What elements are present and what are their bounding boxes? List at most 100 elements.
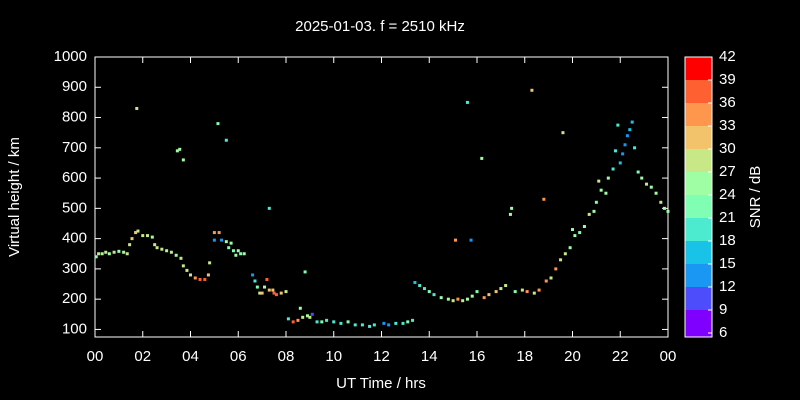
y-tick-label: 500: [62, 199, 87, 216]
data-point: [253, 279, 257, 283]
y-tick-label: 400: [62, 230, 87, 247]
data-point: [310, 312, 314, 316]
data-point: [239, 252, 243, 256]
data-point: [198, 277, 202, 281]
data-point: [413, 281, 417, 285]
data-point: [480, 156, 484, 160]
colorbar-band: [685, 218, 712, 241]
data-point: [267, 288, 271, 292]
x-tick-label: 04: [182, 348, 199, 365]
data-point: [439, 296, 443, 300]
data-point: [604, 191, 608, 195]
colorbar-band: [685, 149, 712, 172]
data-point: [542, 197, 546, 201]
data-point: [666, 209, 670, 213]
y-tick-label: 100: [62, 320, 87, 337]
data-point: [510, 206, 514, 210]
data-point: [465, 297, 469, 301]
data-point: [181, 264, 185, 268]
data-point: [274, 293, 278, 297]
data-point: [255, 285, 259, 289]
data-point: [659, 200, 663, 204]
data-point: [561, 131, 565, 135]
data-point: [298, 306, 302, 310]
data-point: [260, 291, 264, 295]
data-point: [203, 277, 207, 281]
data-point: [251, 273, 255, 277]
colorbar-band: [685, 80, 712, 103]
colorbar-band: [685, 103, 712, 126]
data-point: [494, 290, 498, 294]
data-point: [179, 256, 183, 260]
data-point: [418, 284, 422, 288]
data-point: [411, 318, 415, 322]
data-point: [112, 250, 116, 254]
data-point: [525, 290, 529, 294]
data-point: [242, 252, 246, 256]
data-point: [224, 138, 228, 142]
data-point: [206, 273, 210, 277]
data-point: [100, 252, 104, 256]
data-point: [107, 252, 111, 256]
data-point: [563, 252, 567, 256]
data-point: [628, 128, 632, 132]
x-tick-label: 00: [87, 348, 104, 365]
data-point: [216, 122, 220, 126]
y-tick-label: 800: [62, 109, 87, 126]
data-point: [461, 299, 465, 303]
data-point: [360, 323, 364, 327]
data-point: [578, 231, 582, 235]
data-point: [284, 290, 288, 294]
data-point: [587, 212, 591, 216]
data-point: [315, 320, 319, 324]
colorbar-tick-label: 42: [719, 48, 736, 65]
colorbar-tick-label: 12: [719, 278, 736, 295]
data-point: [618, 161, 622, 165]
data-point: [353, 323, 357, 327]
data-point: [465, 100, 469, 104]
data-point: [153, 243, 157, 247]
data-point: [649, 185, 653, 189]
data-point: [537, 288, 541, 292]
data-point: [258, 291, 262, 295]
data-point: [636, 170, 640, 174]
data-point: [640, 176, 644, 180]
x-tick-label: 02: [134, 348, 151, 365]
data-point: [325, 318, 329, 322]
y-tick-label: 200: [62, 290, 87, 307]
data-point: [613, 149, 617, 153]
data-point: [372, 323, 376, 327]
data-point: [469, 238, 473, 242]
x-tick-label: 20: [564, 348, 581, 365]
data-point: [592, 209, 596, 213]
data-point: [220, 238, 224, 242]
data-point: [559, 258, 563, 262]
data-point: [227, 246, 231, 250]
colorbar-tick-label: 6: [719, 324, 727, 341]
data-point: [272, 291, 276, 295]
data-point: [185, 268, 189, 272]
data-point: [606, 176, 610, 180]
data-point: [633, 146, 637, 150]
data-point: [175, 149, 179, 153]
x-tick-label: 00: [660, 348, 677, 365]
x-tick-label: 06: [230, 348, 247, 365]
data-point: [504, 284, 508, 288]
x-tick-label: 14: [421, 348, 438, 365]
data-point: [181, 158, 185, 162]
data-point: [630, 120, 634, 124]
data-point: [135, 106, 139, 110]
colorbar-tick-label: 21: [719, 209, 736, 226]
y-axis-label: Virtual height / km: [6, 137, 23, 257]
data-point: [146, 234, 150, 238]
data-point: [339, 321, 343, 325]
data-point: [291, 320, 295, 324]
x-tick-label: 12: [373, 348, 390, 365]
y-tick-label: 300: [62, 260, 87, 277]
data-point: [573, 234, 577, 238]
data-point: [599, 188, 603, 192]
data-point: [625, 134, 629, 138]
data-point: [236, 249, 240, 253]
data-point: [267, 206, 271, 210]
